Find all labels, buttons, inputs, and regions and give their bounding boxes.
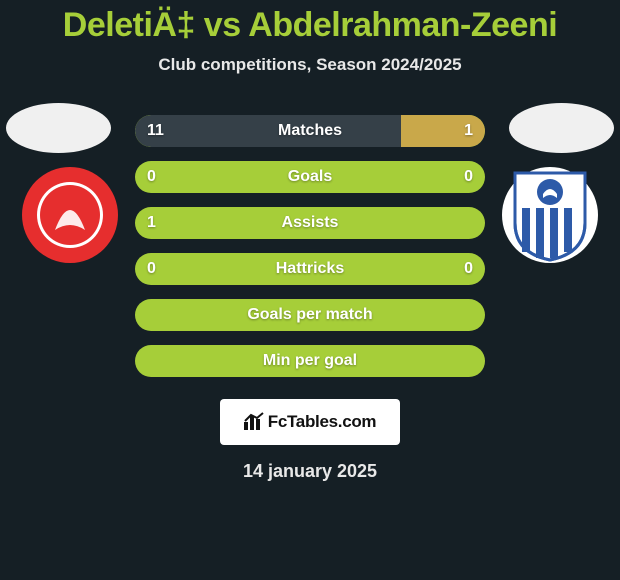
- stat-value-left: 0: [147, 161, 156, 193]
- club-right-icon: [510, 168, 590, 262]
- fctables-logo: FcTables.com: [220, 399, 400, 445]
- stat-bar: 0 0 Goals: [135, 161, 485, 193]
- stat-value-left: 0: [147, 253, 156, 285]
- stat-bar: Goals per match: [135, 299, 485, 331]
- stat-bar: 1 Assists: [135, 207, 485, 239]
- logo-text: FcTables.com: [268, 412, 377, 432]
- player-left-avatar: [6, 103, 111, 153]
- club-right-badge: [500, 175, 600, 255]
- stat-label: Min per goal: [263, 352, 357, 370]
- stat-label: Matches: [278, 122, 342, 140]
- stat-label: Hattricks: [276, 260, 344, 278]
- stat-label: Assists: [282, 214, 339, 232]
- stat-value-right: 0: [464, 161, 473, 193]
- date-text: 14 january 2025: [0, 461, 620, 482]
- comparison-panel: 111Matches00Goals1Assists00HattricksGoal…: [0, 115, 620, 482]
- stats-list: 111Matches00Goals1Assists00HattricksGoal…: [135, 115, 485, 377]
- subtitle: Club competitions, Season 2024/2025: [0, 55, 620, 75]
- stat-value-left: 11: [147, 115, 164, 147]
- stat-bar: 111Matches: [135, 115, 485, 147]
- stat-value-right: 0: [464, 253, 473, 285]
- stat-label: Goals per match: [247, 306, 372, 324]
- stat-bar: Min per goal: [135, 345, 485, 377]
- stat-value-right: 1: [464, 115, 473, 147]
- stat-bar: 0 0 Hattricks: [135, 253, 485, 285]
- club-left-icon: [35, 180, 105, 250]
- player-right-avatar: [509, 103, 614, 153]
- stat-label: Goals: [288, 168, 332, 186]
- club-right-badge-inner: [502, 167, 598, 263]
- club-left-badge-inner: [22, 167, 118, 263]
- stat-value-left: 1: [147, 207, 156, 239]
- club-left-badge: [20, 175, 120, 255]
- page-title: DeletiÄ‡ vs Abdelrahman-Zeeni: [0, 0, 620, 45]
- chart-icon: [244, 412, 264, 433]
- stat-fill-left: [135, 115, 401, 147]
